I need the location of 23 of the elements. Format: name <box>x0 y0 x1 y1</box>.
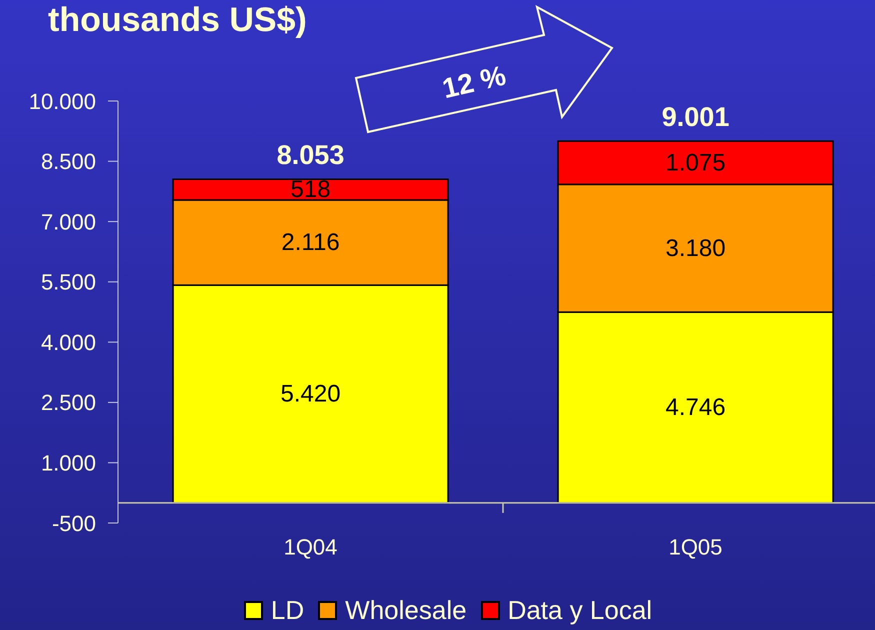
y-tick-label: 10.000 <box>28 88 96 114</box>
chart-title: thousands US$) <box>48 0 307 40</box>
y-tick-label: 5.500 <box>40 270 96 295</box>
data-label: 1.075 <box>666 149 726 176</box>
data-label: 3.180 <box>666 234 726 262</box>
y-tick-label: -500 <box>52 510 96 536</box>
y-tick-label: 1.000 <box>40 450 96 476</box>
legend-label: Data y Local <box>508 594 652 626</box>
total-label: 8.053 <box>276 140 344 170</box>
legend-label: LD <box>270 594 304 626</box>
annotation: 12 % <box>439 60 509 104</box>
x-tick-label: 1Q05 <box>668 534 722 560</box>
y-tick-label: 2.500 <box>40 390 96 416</box>
y-tick-label: 4.000 <box>40 330 96 355</box>
total-label: 9.001 <box>662 102 730 132</box>
data-label: 5.420 <box>280 380 341 408</box>
data-label: 518 <box>290 176 331 204</box>
y-tick-label: 7.000 <box>40 209 96 234</box>
data-label: 2.116 <box>281 229 340 256</box>
x-tick-label: 1Q04 <box>284 534 338 560</box>
data-label: 4.746 <box>666 394 726 422</box>
y-tick-label: 8.500 <box>40 149 96 174</box>
legend-label: Wholesale <box>345 594 467 626</box>
